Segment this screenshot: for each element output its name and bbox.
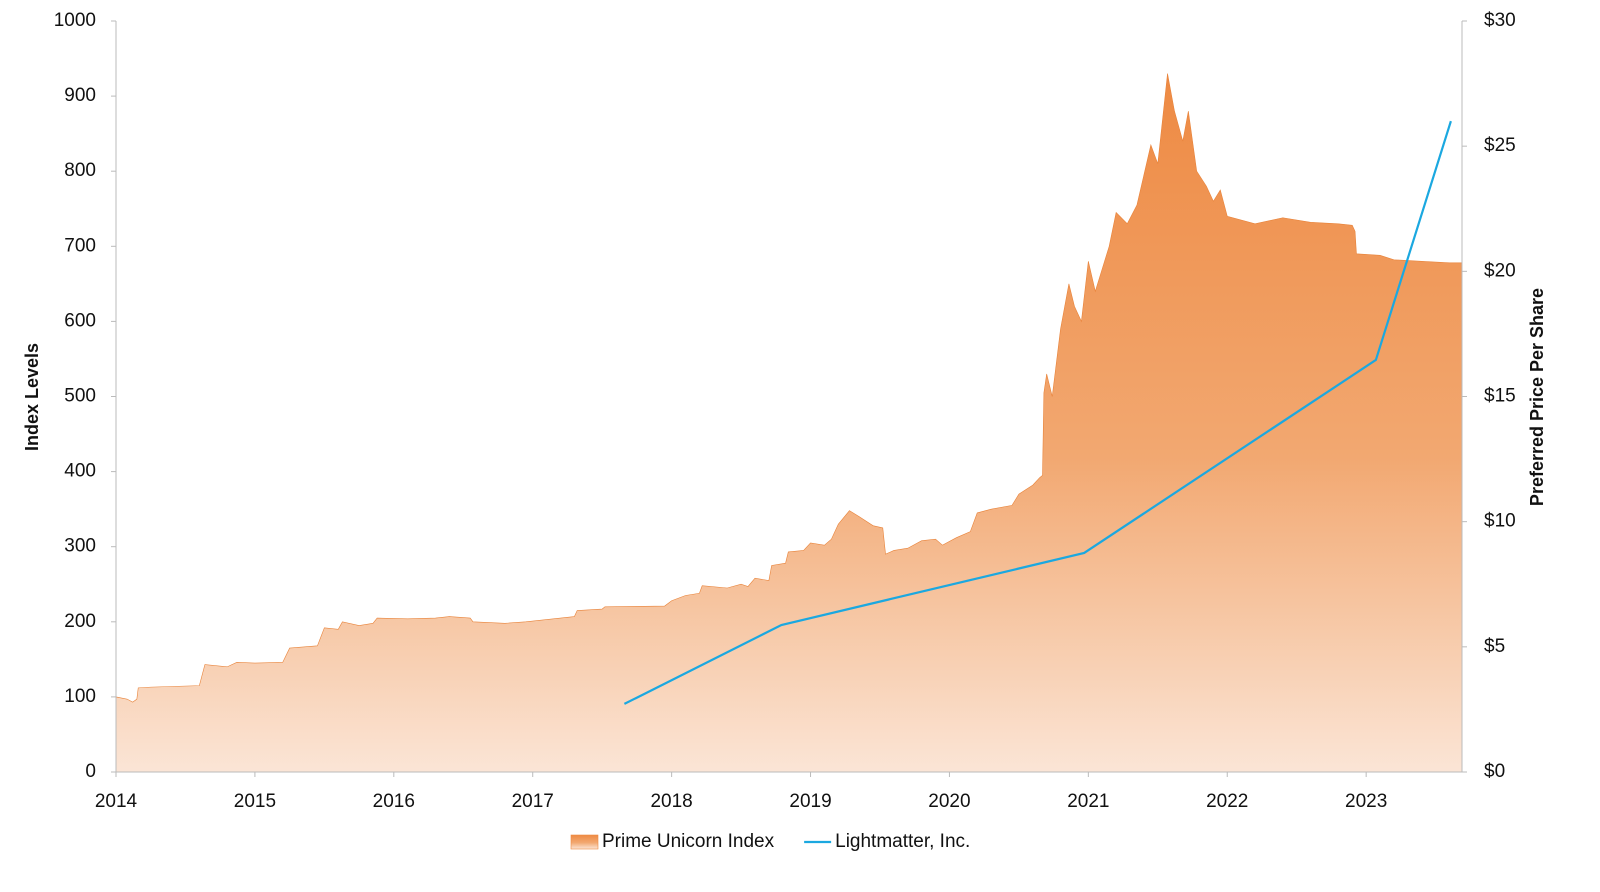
y2-tick-label: $5 xyxy=(1484,636,1505,657)
y-tick-label: 100 xyxy=(64,686,96,707)
y2-tick-label: $15 xyxy=(1484,386,1516,407)
y-axis-title: Index Levels xyxy=(22,343,42,451)
y2-tick-label: $30 xyxy=(1484,10,1516,31)
legend-label: Prime Unicorn Index xyxy=(602,831,775,852)
y-tick-label: 600 xyxy=(64,310,96,331)
x-tick-label: 2017 xyxy=(512,791,554,812)
x-tick-label: 2018 xyxy=(650,791,692,812)
x-tick-label: 2023 xyxy=(1345,791,1387,812)
y-tick-label: 200 xyxy=(64,611,96,632)
y-tick-label: 800 xyxy=(64,160,96,181)
x-tick-label: 2019 xyxy=(789,791,831,812)
y2-tick-label: $25 xyxy=(1484,135,1516,156)
y-tick-label: 300 xyxy=(64,536,96,557)
y-tick-label: 900 xyxy=(64,85,96,106)
y-tick-label: 0 xyxy=(85,761,96,782)
y2-tick-label: $20 xyxy=(1484,260,1516,281)
y-tick-label: 1000 xyxy=(54,10,96,31)
legend-swatch xyxy=(570,834,599,850)
y-tick-label: 700 xyxy=(64,235,96,256)
legend-label: Lightmatter, Inc. xyxy=(835,831,970,852)
y2-axis-title: Preferred Price Per Share xyxy=(1527,288,1547,506)
x-tick-label: 2014 xyxy=(95,791,138,812)
y2-tick-label: $10 xyxy=(1484,511,1516,532)
y-tick-label: 500 xyxy=(64,386,96,407)
x-tick-label: 2020 xyxy=(928,791,970,812)
y2-tick-label: $0 xyxy=(1484,761,1505,782)
area xyxy=(115,73,1463,773)
x-tick-label: 2016 xyxy=(373,791,415,812)
y-tick-label: 400 xyxy=(64,461,96,482)
x-tick-label: 2021 xyxy=(1067,791,1109,812)
x-tick-label: 2022 xyxy=(1206,791,1248,812)
line xyxy=(623,120,1452,705)
x-tick-label: 2015 xyxy=(234,791,276,812)
